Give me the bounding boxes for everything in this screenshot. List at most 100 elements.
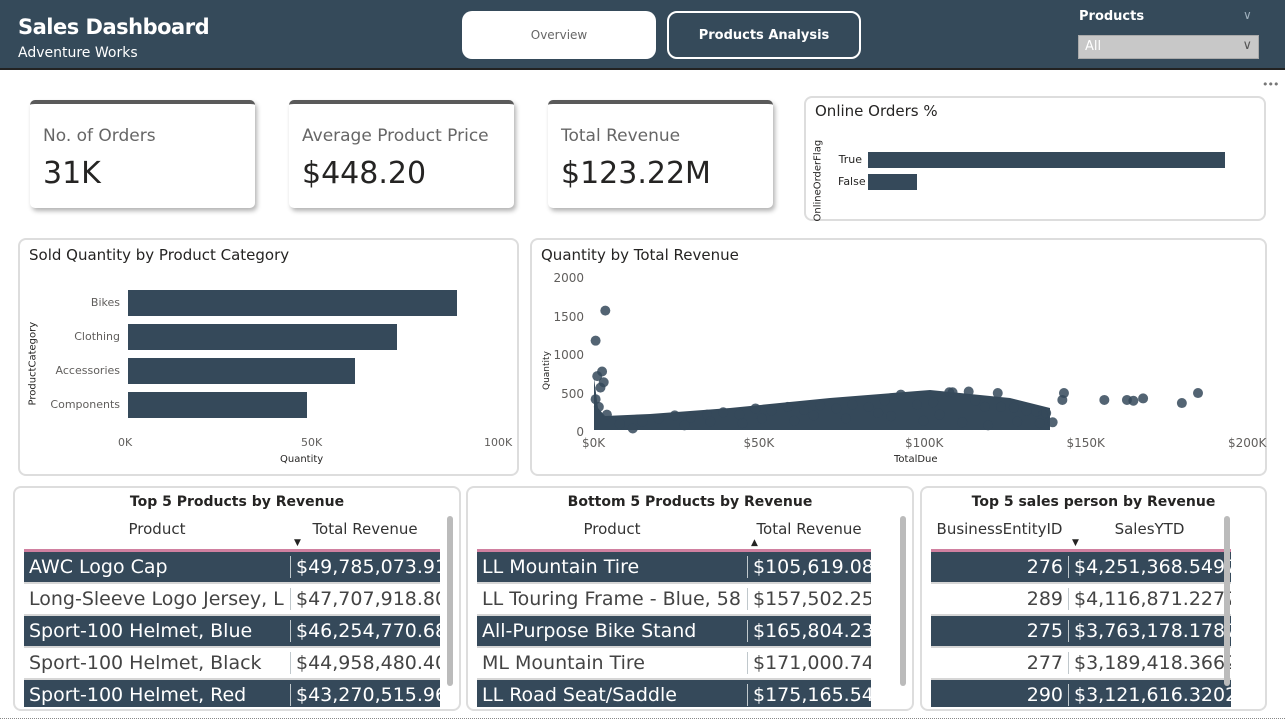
- scatter-point[interactable]: [1034, 418, 1045, 429]
- kpi-card-revenue: Total Revenue $123.22M: [548, 100, 773, 208]
- table-row[interactable]: Sport-100 Helmet, Black $44,958,480.40: [24, 648, 440, 680]
- table-row[interactable]: Long-Sleeve Logo Jersey, L $47,707,918.80: [24, 584, 440, 616]
- table-row[interactable]: AWC Logo Cap $49,785,073.91: [24, 552, 440, 584]
- table-row[interactable]: LL Touring Frame - Blue, 58 $157,502.25: [477, 584, 871, 616]
- table-cell: $165,804.23: [747, 620, 871, 642]
- table-row[interactable]: Sport-100 Helmet, Red $43,270,515.96: [24, 680, 440, 707]
- scatter-point[interactable]: [995, 401, 1006, 412]
- scatter-point[interactable]: [1047, 417, 1058, 428]
- table-row[interactable]: 275 $3,763,178.1787: [931, 616, 1231, 648]
- scatter-point[interactable]: [934, 409, 945, 420]
- scatter-point[interactable]: [669, 410, 680, 421]
- table-row[interactable]: 289 $4,116,871.2277: [931, 584, 1231, 616]
- chart-title: Online Orders %: [815, 102, 938, 120]
- scatter-point[interactable]: [886, 411, 897, 422]
- scatter-point[interactable]: [798, 404, 809, 415]
- table-cell: $44,958,480.40: [290, 652, 440, 674]
- scatter-point[interactable]: [637, 416, 648, 427]
- kpi-value: $123.22M: [561, 156, 711, 191]
- scatter-point[interactable]: [679, 420, 690, 431]
- table-row[interactable]: LL Mountain Tire $105,619.08: [477, 552, 871, 584]
- table-cell: All-Purpose Bike Stand: [482, 620, 697, 642]
- scatter-point[interactable]: [847, 399, 858, 410]
- table-cell: $3,121,616.3202: [1068, 684, 1231, 706]
- scatter-point[interactable]: [1128, 395, 1139, 406]
- scatter-point[interactable]: [808, 410, 819, 421]
- products-slicer-dropdown[interactable]: All ∨: [1078, 35, 1259, 59]
- chevron-down-icon: ∨: [1242, 38, 1252, 53]
- scatter-point[interactable]: [1008, 402, 1019, 413]
- online-orders-chart: Online Orders % OnlineOrderFlag True Fals…: [804, 96, 1266, 222]
- scatter-point[interactable]: [1099, 394, 1110, 405]
- scatter-point[interactable]: [590, 335, 601, 346]
- scrollbar[interactable]: [900, 516, 906, 686]
- top5-salesperson-table: Top 5 sales person by Revenue BusinessEnt…: [920, 486, 1267, 711]
- sort-indicator-icon: ▼: [1072, 538, 1079, 548]
- table-cell: 276: [1026, 556, 1063, 578]
- scatter-point[interactable]: [653, 413, 664, 424]
- scatter-point[interactable]: [737, 418, 748, 429]
- table-row[interactable]: 290 $3,121,616.3202: [931, 680, 1231, 707]
- scatter-point[interactable]: [734, 409, 745, 420]
- scatter-point[interactable]: [627, 423, 638, 434]
- scatter-point[interactable]: [918, 415, 929, 426]
- scatter-point[interactable]: [718, 407, 729, 418]
- scatter-point[interactable]: [983, 420, 994, 431]
- scatter-point[interactable]: [840, 413, 851, 424]
- kpi-label: Average Product Price: [302, 126, 489, 146]
- scatter-point[interactable]: [963, 386, 974, 397]
- scatter-point[interactable]: [592, 371, 603, 382]
- scatter-point[interactable]: [1138, 393, 1149, 404]
- scatter-point[interactable]: [766, 405, 777, 416]
- scatter-point[interactable]: [1041, 408, 1052, 419]
- more-options-icon[interactable]: •••: [1262, 78, 1279, 91]
- table-row[interactable]: LL Road Seat/Saddle $175,165.54: [477, 680, 871, 707]
- scatter-point[interactable]: [782, 401, 793, 412]
- scatter-point[interactable]: [685, 412, 696, 423]
- products-analysis-button[interactable]: Products Analysis: [667, 11, 861, 59]
- scatter-point[interactable]: [1058, 388, 1069, 399]
- chevron-down-icon[interactable]: ∨: [1243, 8, 1252, 22]
- scatter-point[interactable]: [895, 389, 906, 400]
- table-row[interactable]: All-Purpose Bike Stand $165,804.23: [477, 616, 871, 648]
- table-row[interactable]: 276 $4,251,368.5497: [931, 552, 1231, 584]
- scatter-point[interactable]: [992, 388, 1003, 399]
- scatter-point[interactable]: [705, 416, 716, 427]
- scrollbar[interactable]: [447, 516, 453, 686]
- x-tick-label: $100K: [905, 436, 944, 450]
- scatter-point[interactable]: [1176, 398, 1187, 409]
- overview-button[interactable]: Overview: [462, 11, 656, 59]
- scatter-point[interactable]: [601, 409, 612, 420]
- scatter-point[interactable]: [873, 408, 884, 419]
- x-tick-label: $200K: [1228, 436, 1267, 450]
- table-body: AWC Logo Cap $49,785,073.91 Long-Sleeve Lo…: [24, 549, 440, 707]
- scatter-point[interactable]: [756, 413, 767, 424]
- scatter-point[interactable]: [957, 417, 968, 428]
- scatter-point[interactable]: [789, 415, 800, 426]
- scatter-point[interactable]: [879, 395, 890, 406]
- table-row[interactable]: 277 $3,189,418.3662: [931, 648, 1231, 680]
- scatter-point[interactable]: [1021, 405, 1032, 416]
- table-title: Top 5 Products by Revenue: [129, 494, 345, 510]
- scatter-point[interactable]: [1193, 388, 1204, 399]
- scatter-point[interactable]: [595, 382, 606, 393]
- scatter-point[interactable]: [593, 401, 604, 412]
- scatter-point[interactable]: [947, 387, 958, 398]
- table-row[interactable]: Sport-100 Helmet, Blue $46,254,770.68: [24, 616, 440, 648]
- scatter-point[interactable]: [863, 401, 874, 412]
- scatter-point[interactable]: [590, 394, 601, 405]
- scatter-point[interactable]: [1012, 416, 1023, 427]
- scatter-point[interactable]: [750, 403, 761, 414]
- scrollbar[interactable]: [1224, 516, 1230, 686]
- scatter-point[interactable]: [970, 395, 981, 406]
- scatter-point[interactable]: [928, 397, 939, 408]
- scatter-point[interactable]: [831, 403, 842, 414]
- x-axis-label: TotalDue: [894, 454, 938, 465]
- scatter-point[interactable]: [979, 401, 990, 412]
- table-row[interactable]: ML Mountain Tire $171,000.74: [477, 648, 871, 680]
- scatter-point[interactable]: [614, 418, 625, 429]
- category-label: Clothing: [74, 330, 120, 343]
- scatter-point[interactable]: [815, 400, 826, 411]
- scatter-point[interactable]: [912, 399, 922, 410]
- scatter-point[interactable]: [600, 305, 611, 316]
